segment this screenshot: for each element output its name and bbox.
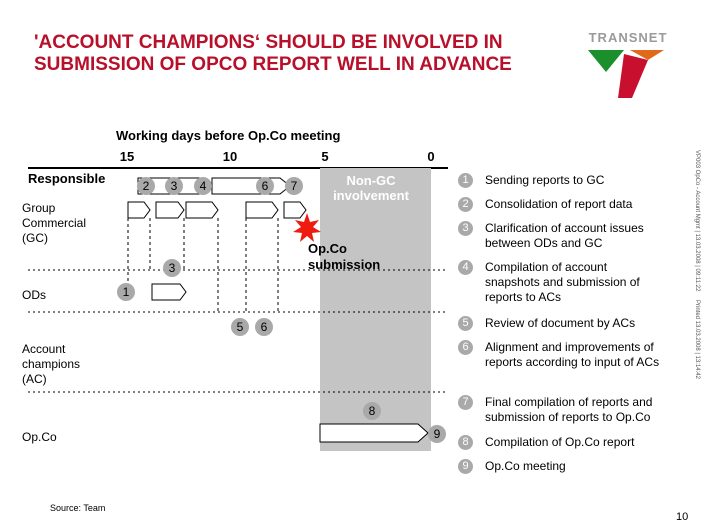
opco-submission-label: Op.Co submission bbox=[308, 241, 381, 272]
legend-text-5: Review of document by ACs bbox=[485, 316, 636, 330]
ac-step-text-6: 6 bbox=[261, 320, 268, 334]
gc-step-circle-3 bbox=[165, 177, 183, 195]
legend-number-5: 5 bbox=[458, 316, 473, 331]
ac-step-circle-6 bbox=[255, 318, 273, 336]
slide-title: 'ACCOUNT CHAMPIONS‘ SHOULD BE INVOLVED I… bbox=[34, 32, 512, 75]
opco-arrow bbox=[319, 423, 429, 443]
gc-box-4 bbox=[245, 201, 279, 219]
gc-step-text-7: 7 bbox=[291, 179, 298, 193]
source-note: Source: Team bbox=[50, 503, 106, 513]
axis-line bbox=[28, 167, 448, 169]
ods-step-circle-1 bbox=[117, 283, 135, 301]
page-number: 10 bbox=[676, 511, 689, 523]
side-print-info: Printed 13.03.2008 | 13:14:42 bbox=[694, 300, 700, 379]
legend-text-9: Op.Co meeting bbox=[485, 459, 566, 473]
opco-step-text-9: 9 bbox=[434, 427, 441, 441]
legend-number-1: 1 bbox=[458, 173, 473, 188]
legend-text-4: Compilation of account snapshots and sub… bbox=[485, 260, 640, 304]
row-label-ods: ODs bbox=[22, 288, 46, 302]
legend-text-2: Consolidation of report data bbox=[485, 197, 633, 211]
gc-step-text-2: 2 bbox=[143, 179, 150, 193]
gc-box-2 bbox=[155, 201, 185, 219]
row-label-ac: Account champions (AC) bbox=[22, 342, 81, 386]
gc-box-3 bbox=[185, 201, 219, 219]
ac-step-text-5: 5 bbox=[237, 320, 244, 334]
gc-arrow-b bbox=[211, 177, 291, 195]
tick-0: 0 bbox=[427, 149, 435, 164]
legend-text-1: Sending reports to GC bbox=[485, 173, 605, 187]
row-label-gc: Group Commercial (GC) bbox=[22, 201, 87, 245]
transnet-logo: TRANSNET bbox=[588, 30, 668, 98]
legend-number-4: 4 bbox=[458, 260, 473, 275]
gc-box-1 bbox=[127, 201, 151, 219]
gc-box-5 bbox=[283, 201, 307, 219]
logo-green-shape bbox=[588, 50, 624, 72]
ods-step-circle-3 bbox=[163, 259, 181, 277]
responsible-header: Responsible bbox=[28, 171, 106, 186]
row-label-opco: Op.Co bbox=[22, 430, 57, 444]
tick-10: 10 bbox=[222, 149, 238, 164]
logo-wordmark: TRANSNET bbox=[589, 30, 668, 45]
tick-15: 15 bbox=[119, 149, 135, 164]
opco-step-circle-8 bbox=[363, 402, 381, 420]
legend-text-6: Alignment and improvements of reports ac… bbox=[485, 340, 660, 369]
opco-step-circle-9 bbox=[428, 425, 446, 443]
gc-step-circle-2 bbox=[137, 177, 155, 195]
legend-text-7: Final compilation of reports and submiss… bbox=[485, 395, 653, 424]
logo-orange-shape bbox=[630, 50, 664, 60]
gc-step-text-6: 6 bbox=[262, 179, 269, 193]
tick-5: 5 bbox=[321, 149, 329, 164]
ac-step-circle-5 bbox=[231, 318, 249, 336]
axis-title: Working days before Op.Co meeting bbox=[116, 128, 341, 143]
legend-number-7: 7 bbox=[458, 395, 473, 410]
gc-step-circle-4 bbox=[194, 177, 212, 195]
gc-step-text-4: 4 bbox=[200, 179, 207, 193]
legend-number-3: 3 bbox=[458, 221, 473, 236]
legend-number-6: 6 bbox=[458, 340, 473, 355]
gc-step-circle-6 bbox=[256, 177, 274, 195]
ods-box bbox=[151, 283, 187, 301]
red-star-icon bbox=[293, 213, 321, 242]
ods-step-text-3: 3 bbox=[169, 261, 176, 275]
legend-text-3: Clarification of account issues between … bbox=[485, 221, 644, 250]
logo-red-shape bbox=[618, 54, 648, 98]
legend-text-8: Compilation of Op.Co report bbox=[485, 435, 635, 449]
opco-step-text-8: 8 bbox=[369, 404, 376, 418]
legend-number-9: 9 bbox=[458, 459, 473, 474]
legend-number-2: 2 bbox=[458, 197, 473, 212]
gc-step-text-3: 3 bbox=[171, 179, 178, 193]
ods-step-text-1: 1 bbox=[123, 285, 130, 299]
legend-number-8: 8 bbox=[458, 435, 473, 450]
non-gc-involvement-label: Non-GC involvement bbox=[333, 173, 409, 203]
side-file-info: VP003 OpCo - Account Mgmt | 13.03.2008 |… bbox=[694, 150, 700, 292]
gc-step-circle-7 bbox=[285, 177, 303, 195]
